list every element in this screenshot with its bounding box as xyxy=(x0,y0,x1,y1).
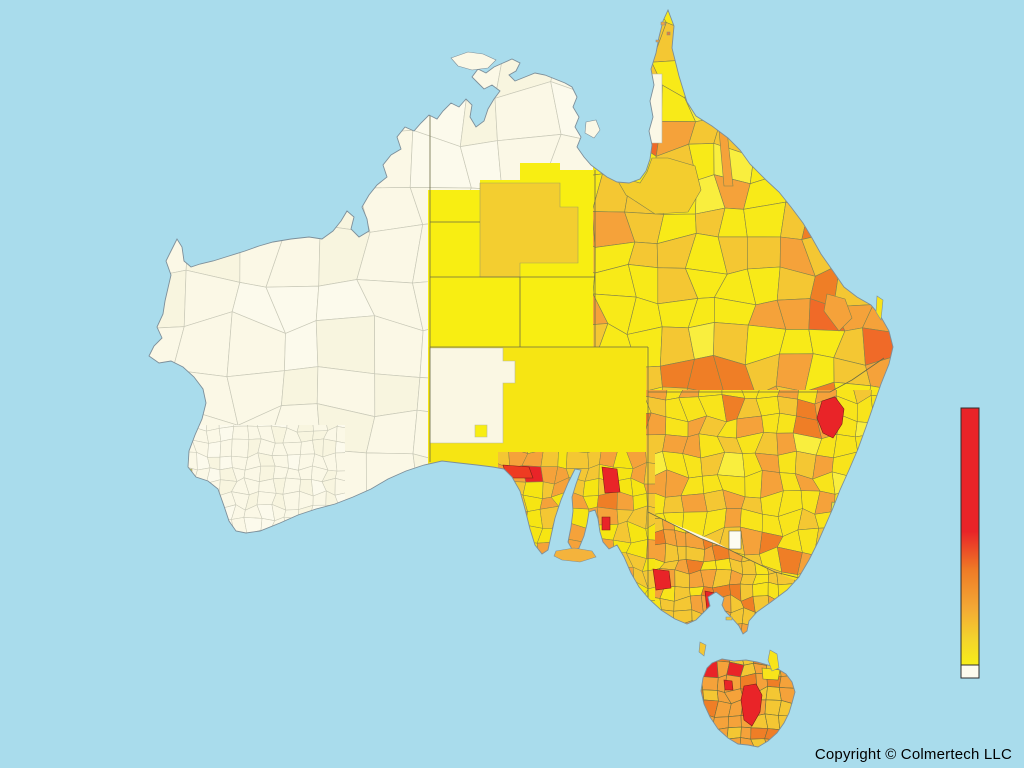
king-island xyxy=(698,641,707,657)
region-cell xyxy=(777,450,797,474)
mainland-coastline xyxy=(148,8,894,635)
region-cell xyxy=(646,539,655,559)
tasmania-coastline xyxy=(700,658,796,748)
vic-west-red-region xyxy=(652,568,672,591)
region-cell xyxy=(775,385,813,394)
region-cell xyxy=(703,489,727,513)
region-cell xyxy=(643,462,655,485)
colorbar-legend xyxy=(960,407,980,679)
region-cell xyxy=(646,493,655,510)
region-cell xyxy=(664,543,680,563)
region-cell xyxy=(715,558,732,571)
region-cell xyxy=(207,441,222,458)
region-cell xyxy=(645,521,655,542)
region-cell xyxy=(334,477,345,496)
region-cell xyxy=(701,676,719,691)
region-cell xyxy=(745,385,788,394)
carpentaria-gold-region xyxy=(614,157,702,215)
region-cell xyxy=(334,470,345,484)
region-cell xyxy=(746,236,781,270)
nsw-white-region xyxy=(728,530,742,550)
fraser-island xyxy=(875,295,884,321)
region-cell xyxy=(862,327,893,366)
torres-strait-island-1 xyxy=(660,21,666,26)
region-cell xyxy=(645,505,655,530)
region-cell xyxy=(231,425,250,440)
kangaroo-island xyxy=(553,547,597,563)
region-cell xyxy=(335,426,345,445)
region-cell xyxy=(335,440,345,454)
region-cell xyxy=(374,373,421,418)
sa-north-red-region xyxy=(601,466,621,494)
sa-west-cream-block xyxy=(429,347,516,444)
region-cell xyxy=(778,687,795,705)
region-cell xyxy=(645,452,655,465)
region-cell xyxy=(282,490,300,511)
flinders-island xyxy=(767,649,780,672)
region-cell xyxy=(724,508,742,528)
region-cell xyxy=(680,493,708,513)
nsw-red-region xyxy=(816,396,845,439)
groote-eylandt xyxy=(584,119,601,139)
region-cell xyxy=(740,726,752,740)
colorbar-min-cell xyxy=(960,664,980,679)
region-cell xyxy=(540,452,559,467)
phillip-island xyxy=(725,616,733,621)
region-cell xyxy=(642,558,655,572)
adelaide-red-region xyxy=(601,516,611,531)
tas-yellow-ne-region xyxy=(761,667,781,681)
region-cell xyxy=(334,452,345,472)
torres-strait-island-2 xyxy=(666,31,671,36)
nsw-vic-border xyxy=(647,511,800,579)
torres-strait-island-3 xyxy=(655,39,660,43)
region-cell xyxy=(565,452,590,469)
region-cell xyxy=(676,546,687,561)
region-cell xyxy=(557,452,568,470)
region-cell xyxy=(643,483,655,495)
region-cell xyxy=(660,386,688,394)
region-cell xyxy=(205,428,222,444)
tas-red-region xyxy=(740,683,763,727)
region-cell xyxy=(300,439,316,455)
sa-small-yellow-square xyxy=(474,424,488,438)
qld-nsw-border xyxy=(648,357,885,393)
region-cell xyxy=(702,689,719,702)
region-cell xyxy=(315,315,376,375)
colorbar-gradient xyxy=(960,407,980,666)
region-cell xyxy=(752,581,769,597)
region-cell xyxy=(582,478,600,497)
tas-small-red-region xyxy=(723,679,734,691)
region-cell xyxy=(231,438,250,458)
region-cell xyxy=(281,366,319,406)
region-cell xyxy=(687,355,726,394)
copyright-text: Copyright © Colmertech LLC xyxy=(814,746,1012,763)
gladstone-coast-orange xyxy=(823,293,853,332)
region-cell xyxy=(627,386,663,394)
region-cell xyxy=(726,726,742,740)
region-cell xyxy=(219,438,233,458)
region-cell xyxy=(663,495,685,514)
region-cell xyxy=(777,396,798,417)
region-cell xyxy=(336,425,345,429)
melville-island xyxy=(450,51,497,71)
region-cell xyxy=(727,715,742,729)
